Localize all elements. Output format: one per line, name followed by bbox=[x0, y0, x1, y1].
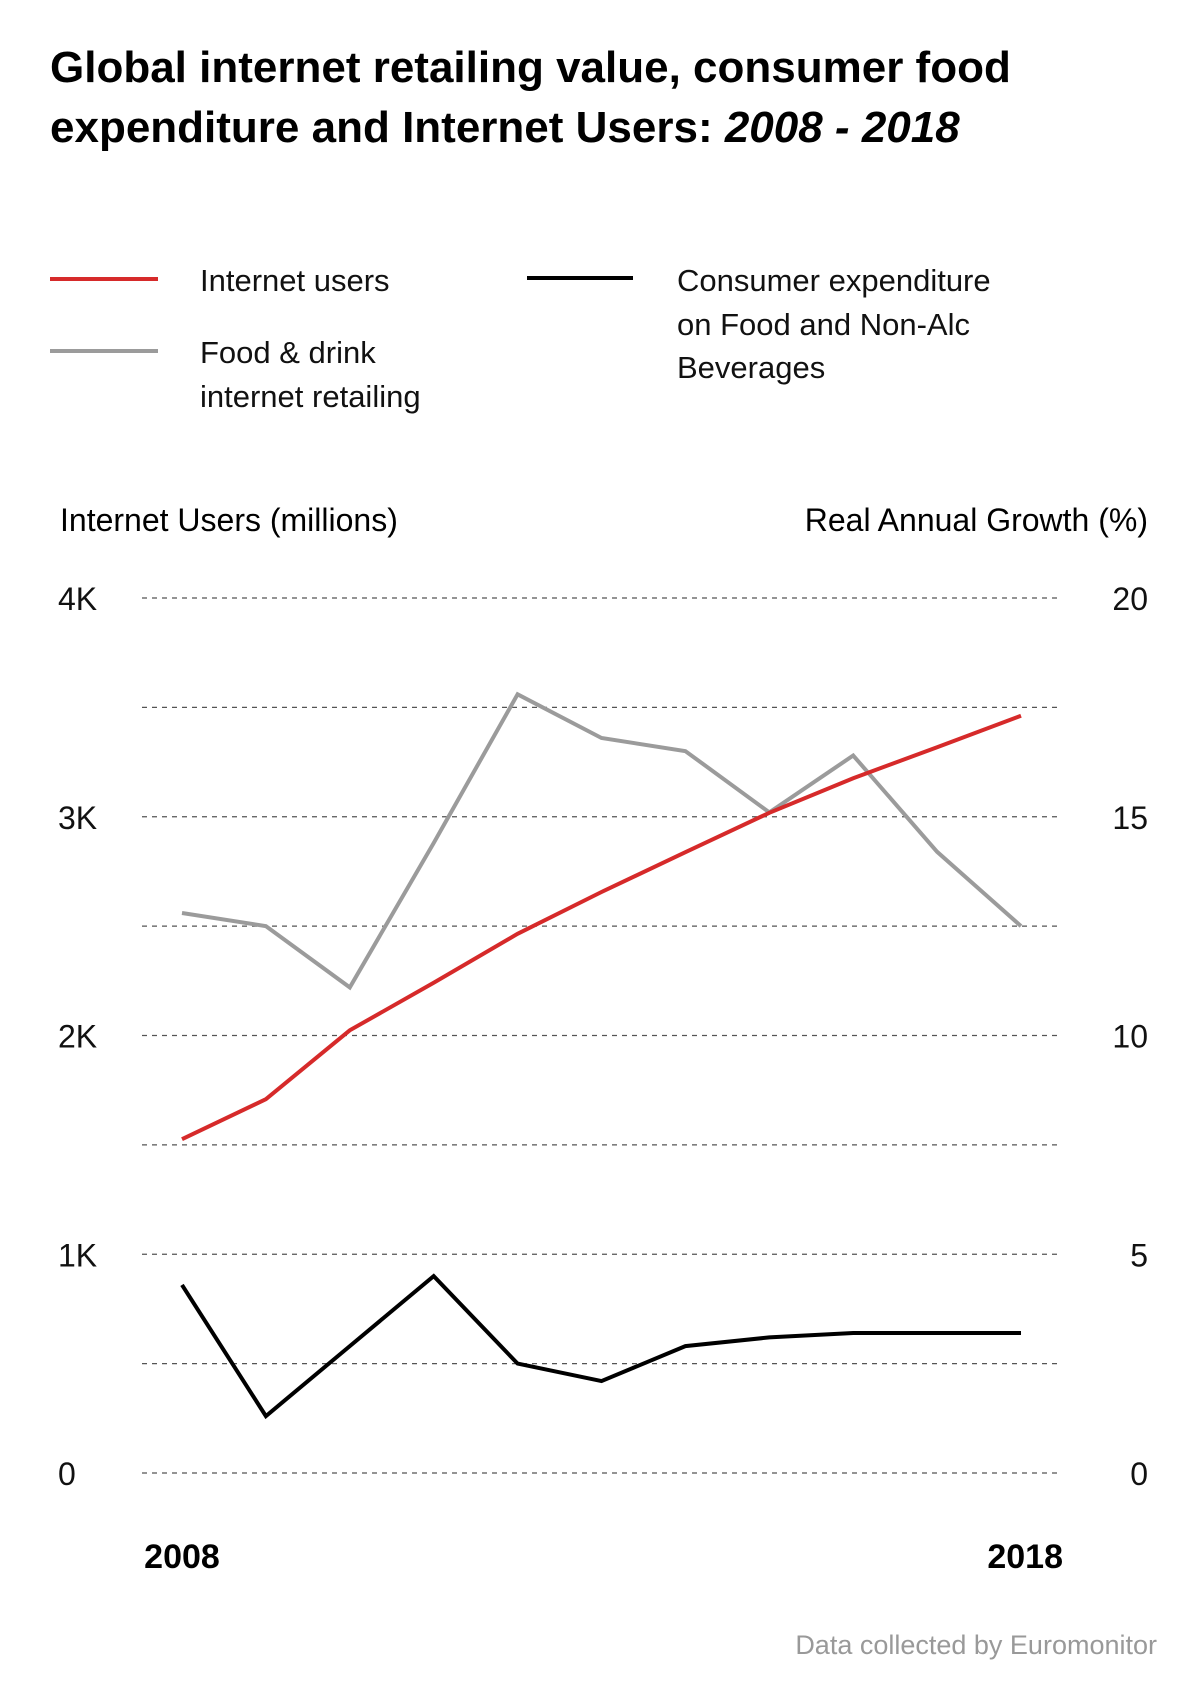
legend-label-consumer-1: Consumer expenditure bbox=[677, 263, 991, 298]
series-lines bbox=[180, 691, 1023, 1420]
chart-title-line2: expenditure and Internet Users: 2008 - 2… bbox=[50, 103, 960, 152]
legend-label-internet-users: Internet users bbox=[200, 263, 390, 298]
legend: Internet users Food & drink internet ret… bbox=[50, 263, 991, 414]
legend-label-food-drink-2: internet retailing bbox=[200, 379, 421, 414]
gridlines bbox=[142, 597, 1062, 1474]
y-axis-left-title: Internet Users (millions) bbox=[60, 502, 398, 538]
y-right-tick-label: 10 bbox=[1112, 1019, 1148, 1055]
y-left-tick-label: 2K bbox=[58, 1019, 97, 1055]
y-left-tick-label: 0 bbox=[58, 1456, 76, 1492]
y-right-tick-label: 5 bbox=[1130, 1237, 1148, 1273]
y-right-tick-label: 15 bbox=[1112, 800, 1148, 836]
y-left-tick-label: 4K bbox=[58, 581, 97, 617]
tick-labels: 0 1K 2K 3K 4K 0 5 10 15 20 bbox=[58, 581, 1148, 1492]
legend-label-food-drink-1: Food & drink bbox=[200, 335, 376, 370]
y-axis-right-title: Real Annual Growth (%) bbox=[805, 502, 1148, 538]
legend-label-consumer-2: on Food and Non-Alc bbox=[677, 307, 970, 342]
y-left-tick-label: 3K bbox=[58, 800, 97, 836]
y-right-tick-label: 20 bbox=[1112, 581, 1148, 617]
source-note: Data collected by Euromonitor bbox=[795, 1630, 1157, 1660]
legend-label-consumer-3: Beverages bbox=[677, 350, 825, 385]
y-right-tick-label: 0 bbox=[1130, 1456, 1148, 1492]
series-line-food-drink-internet-retailing bbox=[181, 691, 1023, 991]
x-tick-2018: 2018 bbox=[987, 1538, 1063, 1576]
series-line-internet-users bbox=[181, 713, 1022, 1142]
chart-title-line1: Global internet retailing value, consume… bbox=[50, 43, 1011, 92]
x-tick-2008: 2008 bbox=[144, 1538, 220, 1576]
series-line-consumer-expenditure-on-food-and-non-alc-beverages bbox=[180, 1273, 1021, 1420]
y-left-tick-label: 1K bbox=[58, 1237, 97, 1273]
